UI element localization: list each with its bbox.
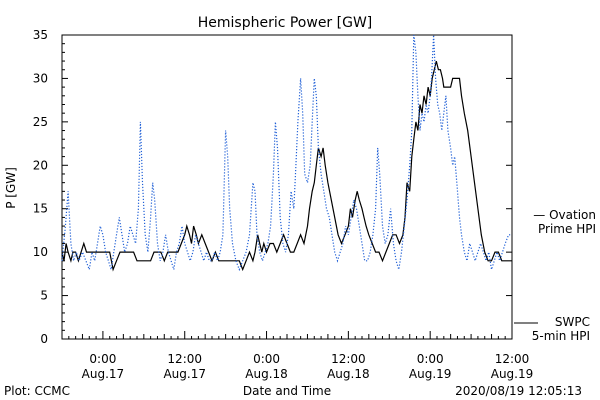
y-axis: 0 5 10 15 20 25 30 35 <box>33 28 512 346</box>
x-tick-time-label: 12:00 <box>495 352 530 366</box>
y-tick-label: 15 <box>33 202 48 216</box>
x-tick-date-label: Aug.18 <box>327 367 370 381</box>
ovation-prime-series-line <box>61 34 512 272</box>
x-tick-date-label: Aug.19 <box>491 367 534 381</box>
y-tick-label: 0 <box>40 332 48 346</box>
x-tick-time-label: 0:00 <box>89 352 116 366</box>
x-tick-time-label: 12:00 <box>167 352 202 366</box>
x-tick-time-label: 12:00 <box>331 352 366 366</box>
plot-frame <box>61 34 513 340</box>
x-axis-label: Date and Time <box>243 384 331 398</box>
legend-swpc-line2: 5-min HPI <box>532 329 590 343</box>
legend-swpc-line1: SWPC <box>555 315 590 329</box>
x-tick-time-label: 0:00 <box>253 352 280 366</box>
y-tick-label: 35 <box>33 28 48 42</box>
y-tick-label: 10 <box>33 245 48 259</box>
x-tick-date-label: Aug.18 <box>245 367 288 381</box>
footer-timestamp: 2020/08/19 12:05:13 <box>455 384 582 398</box>
y-axis-label: P [GW] <box>4 167 18 209</box>
y-tick-label: 25 <box>33 115 48 129</box>
x-tick-date-label: Aug.17 <box>82 367 125 381</box>
y-tick-label: 30 <box>33 71 48 85</box>
legend-ovation-line2: Prime HPI <box>538 222 596 236</box>
y-tick-label: 5 <box>40 289 48 303</box>
series-layer <box>61 34 512 272</box>
x-axis: 0:00Aug.1712:00Aug.170:00Aug.1812:00Aug.… <box>61 331 534 381</box>
plot-area <box>61 34 513 340</box>
x-tick-date-label: Aug.17 <box>163 367 206 381</box>
x-tick-time-label: 0:00 <box>417 352 444 366</box>
footer-plot-credit: Plot: CCMC <box>4 384 70 398</box>
legend-ovation-line1: — Ovation <box>533 208 596 222</box>
y-tick-label: 20 <box>33 158 48 172</box>
x-tick-date-label: Aug.19 <box>409 367 452 381</box>
swpc-series-line <box>61 60 512 272</box>
chart-title: Hemispheric Power [GW] <box>198 15 373 31</box>
